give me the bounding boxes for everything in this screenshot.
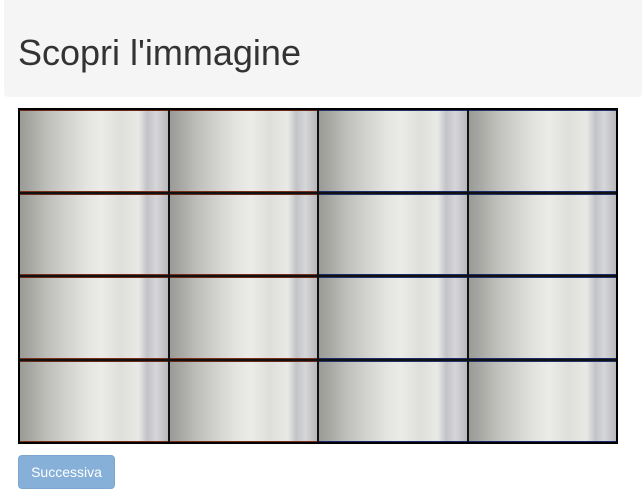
tile-r3-c4[interactable] (468, 277, 616, 359)
tile-r4-c2[interactable] (169, 360, 317, 442)
tile-r3-c1[interactable] (20, 277, 168, 359)
page-title: Scopri l'immagine (18, 32, 301, 73)
tile-r2-c3[interactable] (319, 193, 467, 275)
tile-r1-c4[interactable] (468, 110, 616, 192)
tile-r1-c1[interactable] (20, 110, 168, 192)
tile-r1-c2[interactable] (169, 110, 317, 192)
puzzle-board (18, 108, 618, 444)
page-header: Scopri l'immagine (4, 0, 642, 97)
tile-r4-c4[interactable] (468, 360, 616, 442)
tile-r3-c2[interactable] (169, 277, 317, 359)
tile-r2-c2[interactable] (169, 193, 317, 275)
tile-r4-c3[interactable] (319, 360, 467, 442)
tile-r4-c1[interactable] (20, 360, 168, 442)
tile-r2-c4[interactable] (468, 193, 616, 275)
tile-r1-c3[interactable] (319, 110, 467, 192)
next-button[interactable]: Successiva (18, 455, 115, 489)
tile-r3-c3[interactable] (319, 277, 467, 359)
tile-r2-c1[interactable] (20, 193, 168, 275)
